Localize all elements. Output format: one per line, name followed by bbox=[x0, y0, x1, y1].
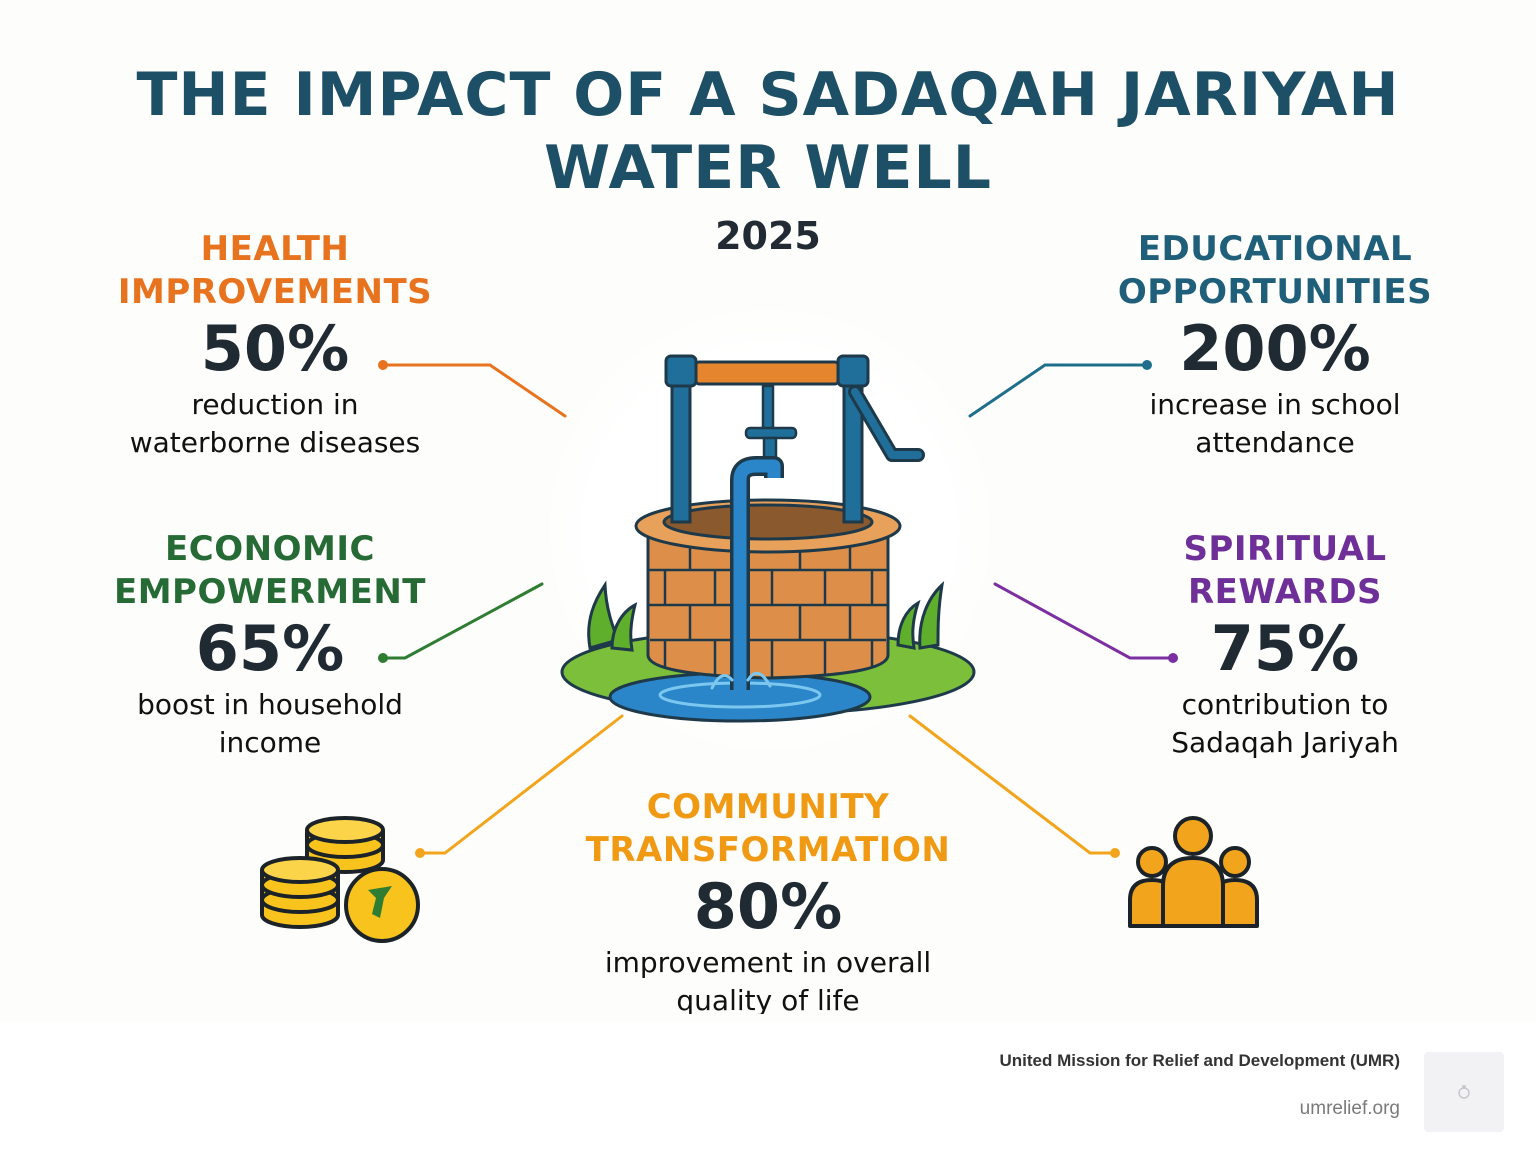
connector-health bbox=[381, 363, 567, 418]
spiritual-value: 75% bbox=[1210, 612, 1360, 685]
page-title-line-2: WATER WELL bbox=[544, 133, 992, 203]
community-heading: COMMUNITY TRANSFORMATION bbox=[585, 787, 951, 870]
spiritual-description: contribution to Sadaqah Jariyah bbox=[1171, 688, 1399, 759]
spiritual-rewards-block: SPIRITUAL REWARDS 75% contribution to Sa… bbox=[1100, 528, 1470, 762]
spiritual-heading: SPIRITUAL REWARDS bbox=[1183, 529, 1387, 612]
health-description: reduction in waterborne diseases bbox=[129, 388, 421, 459]
economic-heading: ECONOMIC EMPOWERMENT bbox=[114, 529, 426, 612]
logo-mark-icon bbox=[1458, 1085, 1470, 1099]
economic-description: boost in household income bbox=[137, 688, 403, 759]
connector-community-left bbox=[418, 714, 624, 855]
year-label: 2025 bbox=[715, 214, 821, 258]
community-description: improvement in overall quality of life bbox=[604, 946, 932, 1014]
connector-dots bbox=[378, 360, 1178, 858]
connector-spiritual bbox=[993, 582, 1175, 660]
health-value: 50% bbox=[200, 312, 350, 385]
connector-community-right bbox=[908, 714, 1117, 855]
economic-empowerment-block: ECONOMIC EMPOWERMENT 65% boost in househ… bbox=[85, 528, 455, 762]
community-value: 80% bbox=[693, 870, 843, 943]
education-heading: EDUCATIONAL OPPORTUNITIES bbox=[1117, 229, 1433, 312]
education-value: 200% bbox=[1179, 312, 1371, 385]
health-heading: HEALTH IMPROVEMENTS bbox=[117, 229, 433, 312]
economic-value: 65% bbox=[195, 612, 345, 685]
community-transformation-block: COMMUNITY TRANSFORMATION 80% improvement… bbox=[548, 786, 988, 1014]
coin-stack-icon bbox=[260, 816, 420, 943]
page-title-line-1: THE IMPACT OF A SADAQAH JARIYAH bbox=[136, 60, 1400, 130]
connector-economic bbox=[381, 582, 544, 660]
health-improvements-block: HEALTH IMPROVEMENTS 50% reduction in wat… bbox=[90, 228, 460, 462]
umr-logo-icon bbox=[1424, 1052, 1504, 1132]
educational-opportunities-block: EDUCATIONAL OPPORTUNITIES 200% increase … bbox=[1090, 228, 1460, 462]
water-well-icon bbox=[560, 354, 976, 723]
footer-url-link[interactable]: umrelief.org bbox=[1299, 1098, 1400, 1119]
illustration-layer bbox=[260, 354, 1259, 943]
people-group-icon bbox=[1128, 816, 1259, 928]
education-description: increase in school attendance bbox=[1149, 388, 1401, 459]
connector-education bbox=[968, 363, 1149, 418]
infographic-canvas: THE IMPACT OF A SADAQAH JARIYAH WATER WE… bbox=[85, 60, 1470, 1014]
footer-organization: United Mission for Relief and Developmen… bbox=[999, 1051, 1400, 1070]
